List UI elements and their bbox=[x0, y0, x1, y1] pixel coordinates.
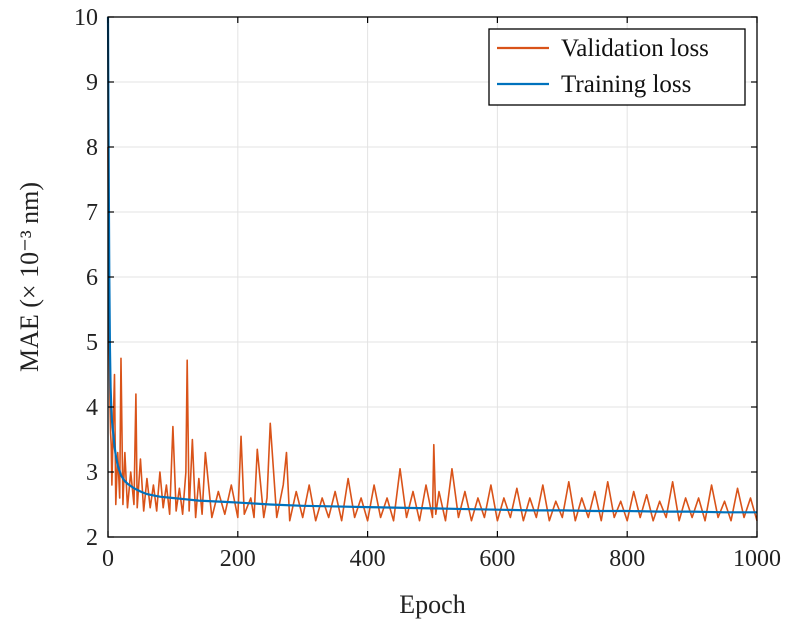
y-tick-label: 3 bbox=[86, 460, 98, 486]
legend-box bbox=[488, 28, 746, 106]
x-tick-label: 800 bbox=[609, 546, 645, 572]
x-tick-label: 0 bbox=[102, 546, 114, 572]
legend: Validation loss Training loss bbox=[488, 28, 746, 106]
series-lines bbox=[106, 16, 758, 522]
y-tick-label: 2 bbox=[86, 525, 98, 551]
y-tick-label: 7 bbox=[86, 200, 98, 226]
y-tick-label: 8 bbox=[86, 135, 98, 161]
y-tick-label: 9 bbox=[86, 70, 98, 96]
series-validation-loss bbox=[107, 146, 758, 522]
x-tick-label: 200 bbox=[220, 546, 256, 572]
training-loss-line bbox=[106, 16, 757, 514]
axis-ticks: 0 200 400 600 800 1000 2 3 4 5 6 7 8 9 10 bbox=[74, 5, 781, 572]
x-tick-label: 400 bbox=[350, 546, 386, 572]
y-tick-label: 10 bbox=[74, 5, 98, 31]
validation-loss-line bbox=[107, 146, 758, 522]
series-training-loss bbox=[106, 16, 757, 514]
legend-validation-label: Validation loss bbox=[561, 35, 709, 62]
y-axis-label: MAE (× 10⁻³ nm) bbox=[15, 182, 44, 372]
y-tick-label: 4 bbox=[86, 395, 98, 421]
x-tick-label: 600 bbox=[479, 546, 515, 572]
x-axis-label: Epoch bbox=[399, 590, 465, 619]
legend-training-label: Training loss bbox=[561, 71, 691, 98]
y-tick-label: 6 bbox=[86, 265, 98, 291]
x-tick-label: 1000 bbox=[733, 546, 781, 572]
y-tick-label: 5 bbox=[86, 330, 98, 356]
